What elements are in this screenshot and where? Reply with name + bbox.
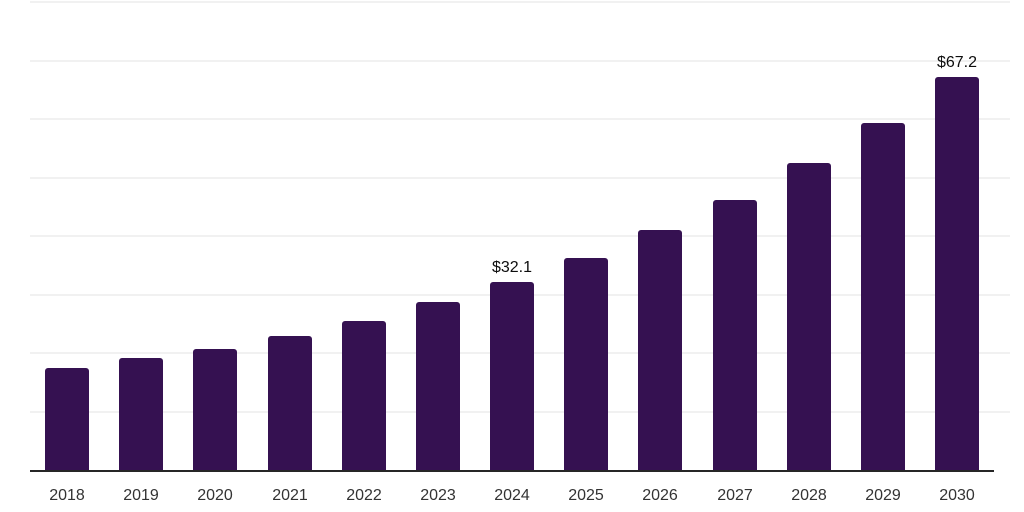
gridline [30, 118, 1010, 120]
x-tick-label-2024: 2024 [494, 487, 530, 504]
bar-2025 [564, 258, 608, 470]
x-tick-label-2018: 2018 [49, 487, 85, 504]
x-tick-label-2030: 2030 [939, 487, 975, 504]
bar-2028 [787, 163, 831, 470]
x-tick-label-2027: 2027 [717, 487, 753, 504]
data-label-2030: $67.2 [936, 54, 978, 71]
bar-2024 [490, 282, 534, 470]
x-tick-label-2020: 2020 [197, 487, 233, 504]
bar-2029 [861, 123, 905, 470]
bar-2030 [935, 77, 979, 470]
bar-2026 [638, 230, 682, 470]
x-tick-label-2029: 2029 [865, 487, 901, 504]
bar-2023 [416, 302, 460, 470]
x-tick-label-2026: 2026 [642, 487, 678, 504]
gridline [30, 60, 1010, 62]
bar-2020 [193, 349, 237, 470]
data-label-2024: $32.1 [491, 259, 533, 276]
x-tick-label-2025: 2025 [568, 487, 604, 504]
bar-2018 [45, 368, 89, 470]
bar-2022 [342, 321, 386, 470]
bar-2021 [268, 336, 312, 470]
x-tick-label-2021: 2021 [272, 487, 308, 504]
x-axis-line [30, 470, 994, 472]
bar-2019 [119, 358, 163, 470]
bar-2027 [713, 200, 757, 470]
gridline [30, 1, 1010, 3]
x-tick-label-2028: 2028 [791, 487, 827, 504]
x-tick-label-2023: 2023 [420, 487, 456, 504]
x-tick-label-2019: 2019 [123, 487, 159, 504]
x-tick-label-2022: 2022 [346, 487, 382, 504]
